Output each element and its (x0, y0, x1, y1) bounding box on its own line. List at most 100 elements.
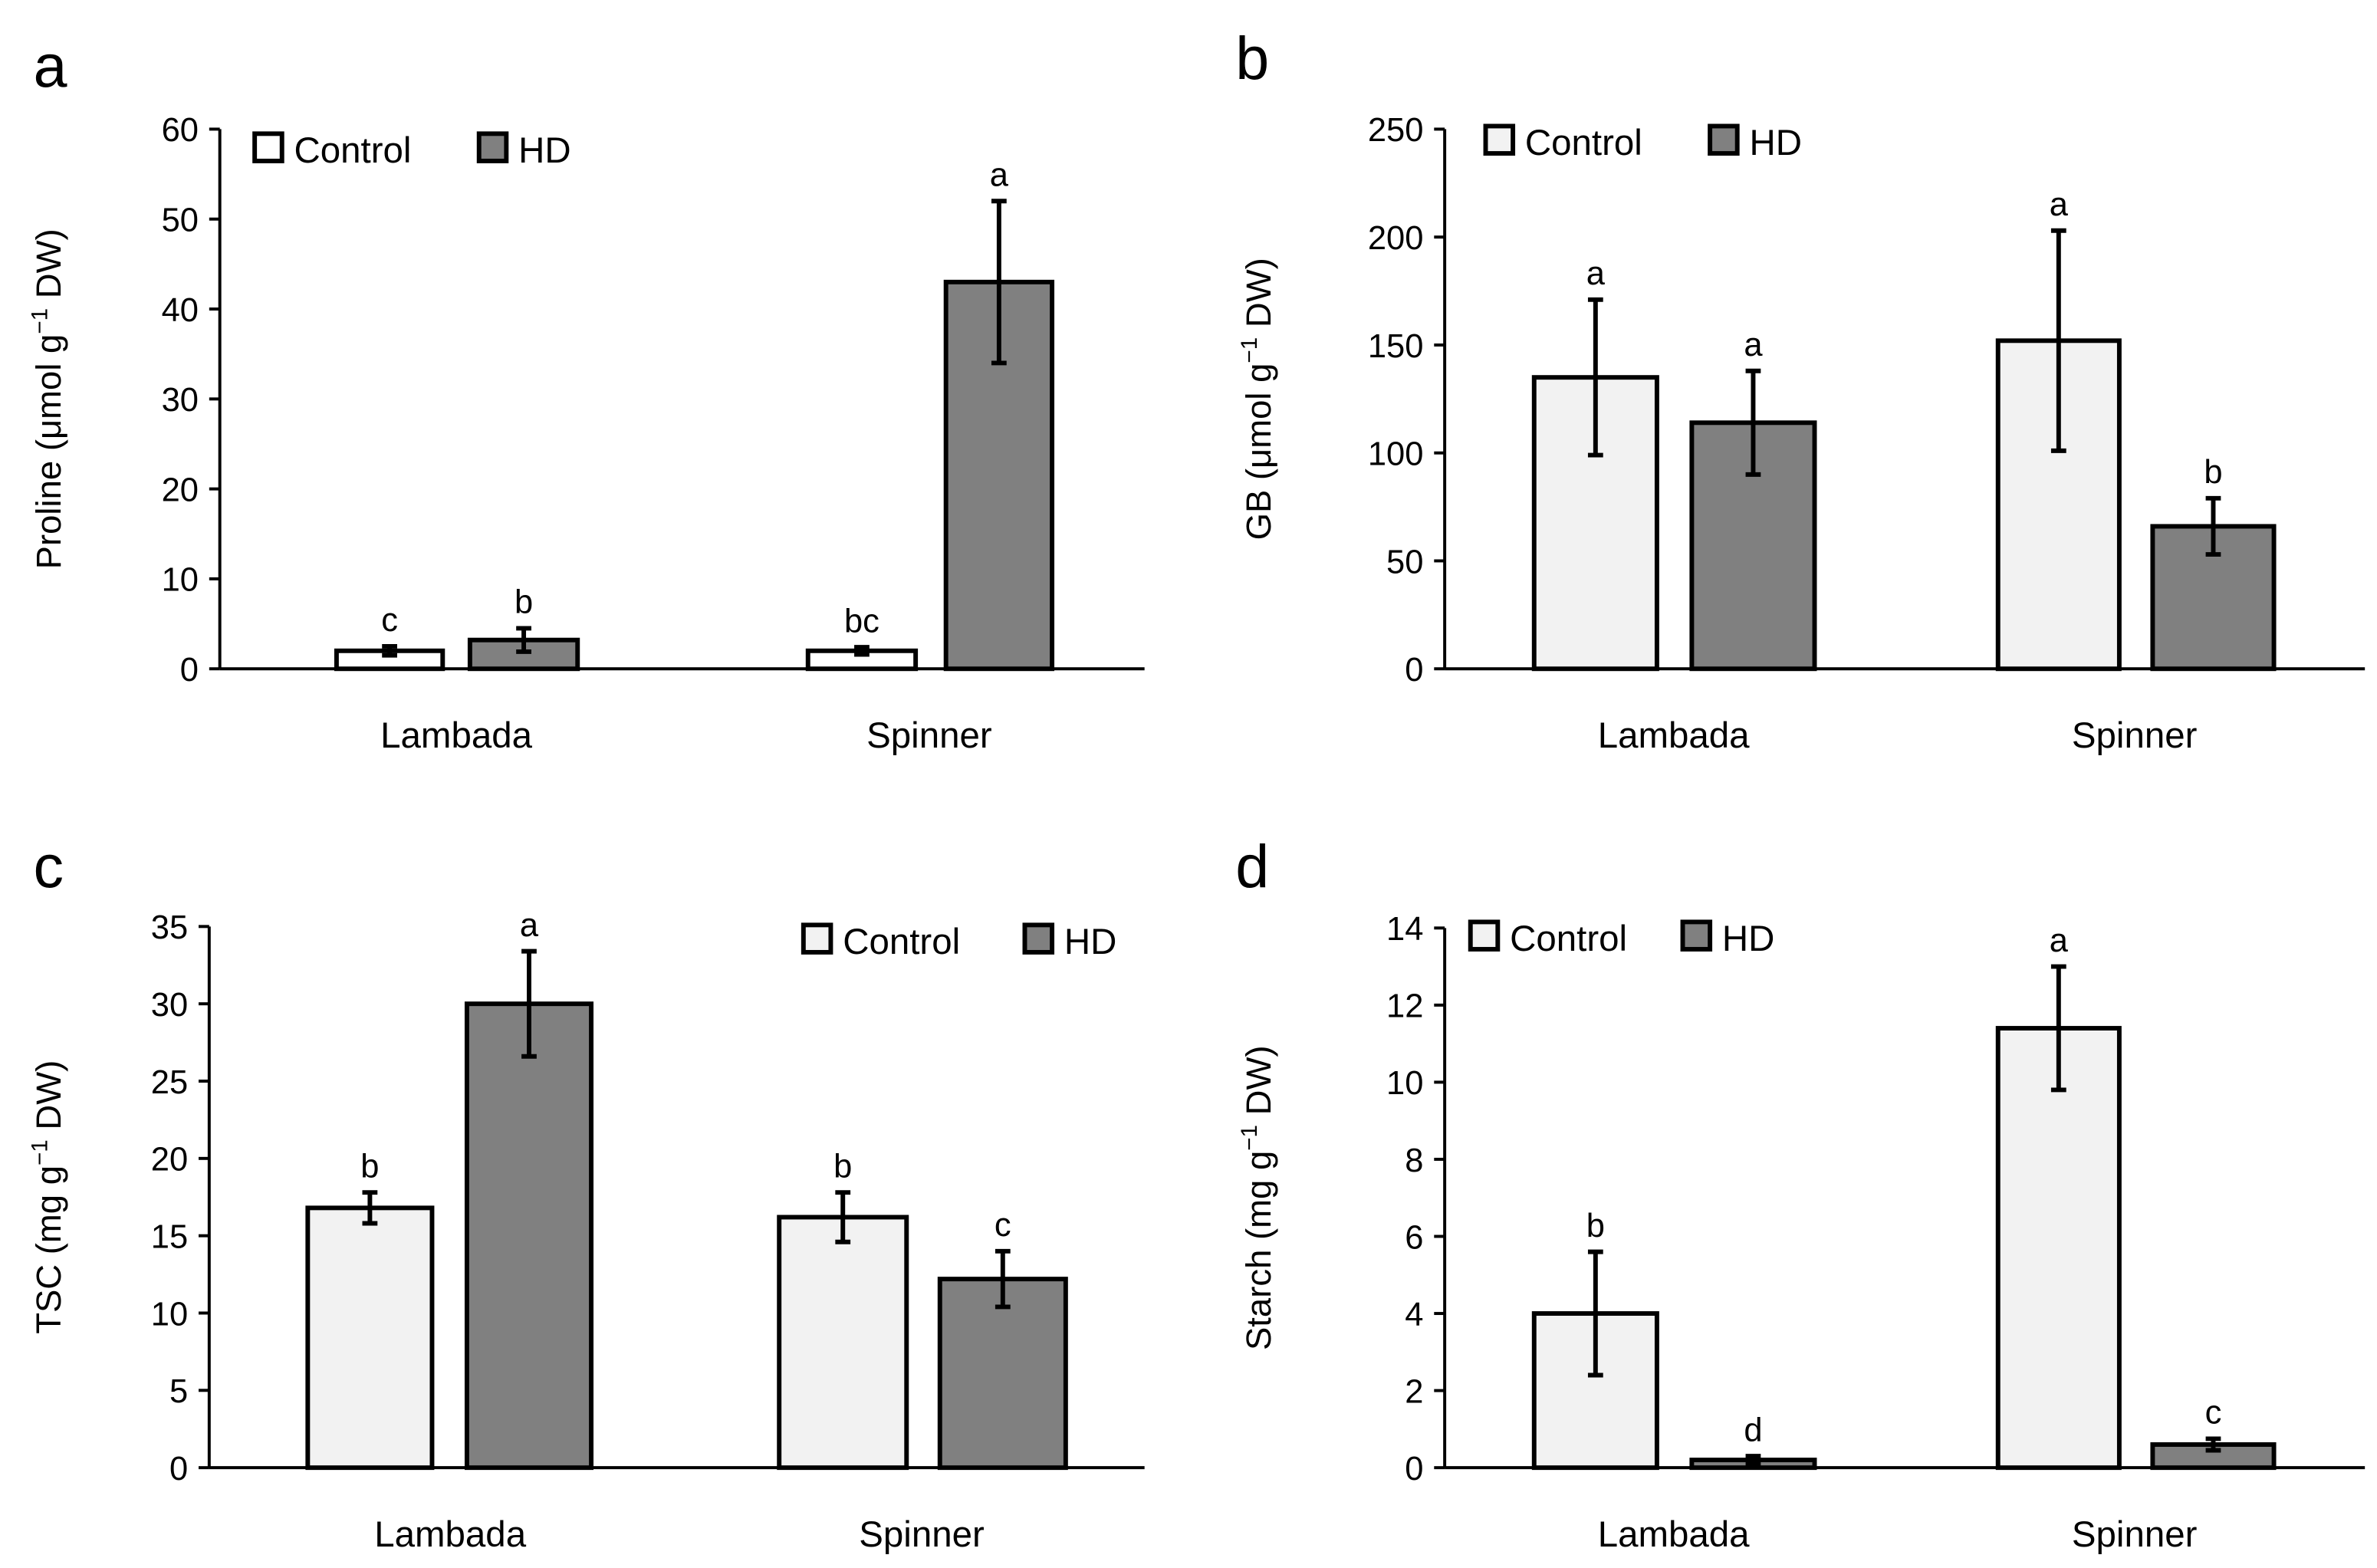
y-tick-label: 30 (162, 382, 199, 419)
y-tick-label: 8 (1405, 1142, 1423, 1179)
significance-letter: a (1586, 255, 1606, 292)
y-title-unit: DW) (29, 228, 68, 308)
legend-swatch-control (801, 922, 833, 955)
bar-control-spinner (777, 1215, 909, 1471)
significance-letter: c (2205, 1395, 2222, 1432)
y-tick-label: 12 (1386, 988, 1423, 1025)
significance-letter: bc (844, 603, 879, 639)
legend-swatch-control (1483, 123, 1516, 156)
legend-label-control: Control (1510, 919, 1627, 959)
legend-label-hd: HD (1064, 922, 1117, 962)
x-category-label: Spinner (866, 715, 992, 756)
y-tick-label: 2 (1405, 1373, 1423, 1410)
y-tick-label: 4 (1405, 1297, 1423, 1333)
y-tick-label: 150 (1368, 328, 1424, 365)
y-title-main: GB (μmol g (1239, 363, 1278, 541)
significance-letter: b (833, 1148, 852, 1185)
y-title-main: Proline (μmol g (29, 334, 68, 570)
y-tick-label: 0 (180, 652, 199, 689)
significance-letter: a (2050, 922, 2069, 959)
y-axis-title: Starch (mg g−1 DW) (1237, 1045, 1278, 1350)
significance-letter: b (515, 584, 533, 621)
y-tick-label: 25 (151, 1064, 188, 1101)
significance-letter: a (520, 907, 539, 944)
significance-letter: a (1744, 327, 1763, 363)
significance-letter: b (360, 1148, 379, 1185)
y-title-unit: DW) (1239, 258, 1278, 337)
legend-label-control: Control (1525, 123, 1642, 163)
chart-panel-d: d 0 2 4 6 8 10 12 14 Starch (mg g−1 DW) Lambada Spi… (1235, 832, 2365, 1555)
y-tick-label: 6 (1405, 1219, 1423, 1256)
legend-label-control: Control (294, 130, 412, 171)
y-tick-label: 30 (151, 987, 188, 1024)
x-category-label: Spinner (2072, 1514, 2198, 1555)
y-tick-label: 15 (151, 1218, 188, 1255)
y-tick-label: 20 (162, 472, 199, 508)
x-category-label: Spinner (2072, 715, 2198, 756)
chart-panel-c: c 0 5 10 15 20 25 30 35 TSC (mg g−1 DW) Lambada Spi… (27, 832, 1145, 1555)
significance-letter: d (1744, 1412, 1762, 1448)
y-tick-label: 60 (162, 112, 199, 149)
y-axis-title: Proline (μmol g−1 DW) (27, 228, 68, 569)
y-tick-label: 200 (1368, 220, 1424, 257)
significance-letter: b (1586, 1208, 1605, 1244)
y-title-unit: DW) (29, 1060, 68, 1140)
legend-swatch-hd (476, 131, 509, 163)
legend-swatch-hd (1022, 922, 1055, 955)
y-title-main: Starch (mg g (1239, 1151, 1278, 1350)
significance-letter: a (990, 156, 1009, 193)
y-tick-label: 50 (162, 202, 199, 239)
legend-label-control: Control (843, 922, 960, 962)
y-tick-label: 35 (151, 909, 188, 946)
y-tick-label: 10 (1386, 1065, 1423, 1102)
legend-label-hd: HD (518, 130, 571, 171)
legend-swatch-hd (1708, 123, 1740, 156)
y-axis-title: TSC (mg g−1 DW) (27, 1060, 68, 1334)
x-category-label: Lambada (374, 1514, 526, 1555)
y-title-superscript: −1 (1237, 1125, 1262, 1151)
y-tick-label: 5 (169, 1373, 188, 1410)
significance-letter: c (995, 1207, 1011, 1244)
y-tick-label: 14 (1386, 911, 1423, 948)
legend-swatch-control (1468, 919, 1501, 952)
x-category-label: Spinner (859, 1514, 985, 1555)
y-tick-label: 50 (1386, 544, 1423, 580)
x-category-label: Lambada (380, 715, 532, 756)
bar-control-lambada (305, 1205, 435, 1471)
panel-letter: b (1235, 24, 1269, 92)
y-tick-label: 10 (162, 562, 199, 599)
y-title-superscript: −1 (27, 1139, 52, 1165)
y-tick-label: 0 (169, 1451, 188, 1487)
chart-panel-b: b 0 50 100 150 200 250 GB (μmol g−1 DW) Lambada S… (1235, 24, 2365, 756)
significance-letter: b (2204, 454, 2222, 491)
bar-hd-spinner (937, 1277, 1068, 1471)
panel-letter: d (1235, 832, 1269, 900)
legend-label-hd: HD (1750, 123, 1803, 163)
legend-swatch-control (252, 131, 284, 163)
x-category-label: Lambada (1598, 715, 1750, 756)
y-tick-label: 40 (162, 292, 199, 329)
y-title-superscript: −1 (27, 308, 52, 334)
bar-hd-lambada (464, 1001, 594, 1471)
significance-letter: a (2050, 186, 2069, 223)
y-axis-title: GB (μmol g−1 DW) (1237, 258, 1278, 540)
y-tick-label: 250 (1368, 112, 1424, 149)
panel-letter: a (33, 31, 67, 100)
chart-panel-a: a 0 10 20 30 40 50 60 Proline (μmol g−1 DW) Lamba… (27, 31, 1145, 756)
y-tick-label: 100 (1368, 436, 1424, 473)
panel-letter: c (33, 832, 64, 900)
significance-letter: c (381, 602, 398, 639)
bar-control-spinner (1995, 1026, 2122, 1471)
y-tick-label: 0 (1405, 1451, 1423, 1487)
y-tick-label: 20 (151, 1142, 188, 1178)
legend-label-hd: HD (1722, 919, 1775, 959)
y-title-superscript: −1 (1237, 337, 1262, 363)
y-tick-label: 10 (151, 1296, 188, 1333)
y-title-unit: DW) (1239, 1045, 1278, 1125)
y-tick-label: 0 (1405, 652, 1423, 689)
x-category-label: Lambada (1598, 1514, 1750, 1555)
legend-swatch-hd (1680, 919, 1713, 952)
y-title-main: TSC (mg g (29, 1165, 68, 1334)
